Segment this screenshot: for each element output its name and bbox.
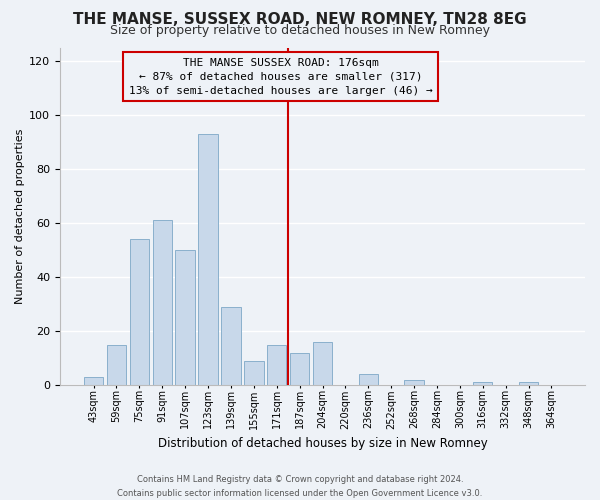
Text: THE MANSE SUSSEX ROAD: 176sqm
← 87% of detached houses are smaller (317)
13% of : THE MANSE SUSSEX ROAD: 176sqm ← 87% of d… (128, 58, 433, 96)
Bar (359, 374, 378, 385)
Bar (199, 134, 218, 385)
Text: THE MANSE, SUSSEX ROAD, NEW ROMNEY, TN28 8EG: THE MANSE, SUSSEX ROAD, NEW ROMNEY, TN28… (73, 12, 527, 28)
Bar (84, 377, 103, 385)
Bar (107, 344, 126, 385)
Text: Contains HM Land Registry data © Crown copyright and database right 2024.
Contai: Contains HM Land Registry data © Crown c… (118, 476, 482, 498)
Bar (244, 360, 263, 385)
Bar (175, 250, 195, 385)
Bar (130, 239, 149, 385)
Bar (290, 352, 310, 385)
Bar (221, 306, 241, 385)
Bar (313, 342, 332, 385)
Bar (152, 220, 172, 385)
Bar (404, 380, 424, 385)
Bar (267, 344, 286, 385)
Bar (473, 382, 493, 385)
X-axis label: Distribution of detached houses by size in New Romney: Distribution of detached houses by size … (158, 437, 487, 450)
Text: Size of property relative to detached houses in New Romney: Size of property relative to detached ho… (110, 24, 490, 37)
Bar (519, 382, 538, 385)
Y-axis label: Number of detached properties: Number of detached properties (15, 128, 25, 304)
